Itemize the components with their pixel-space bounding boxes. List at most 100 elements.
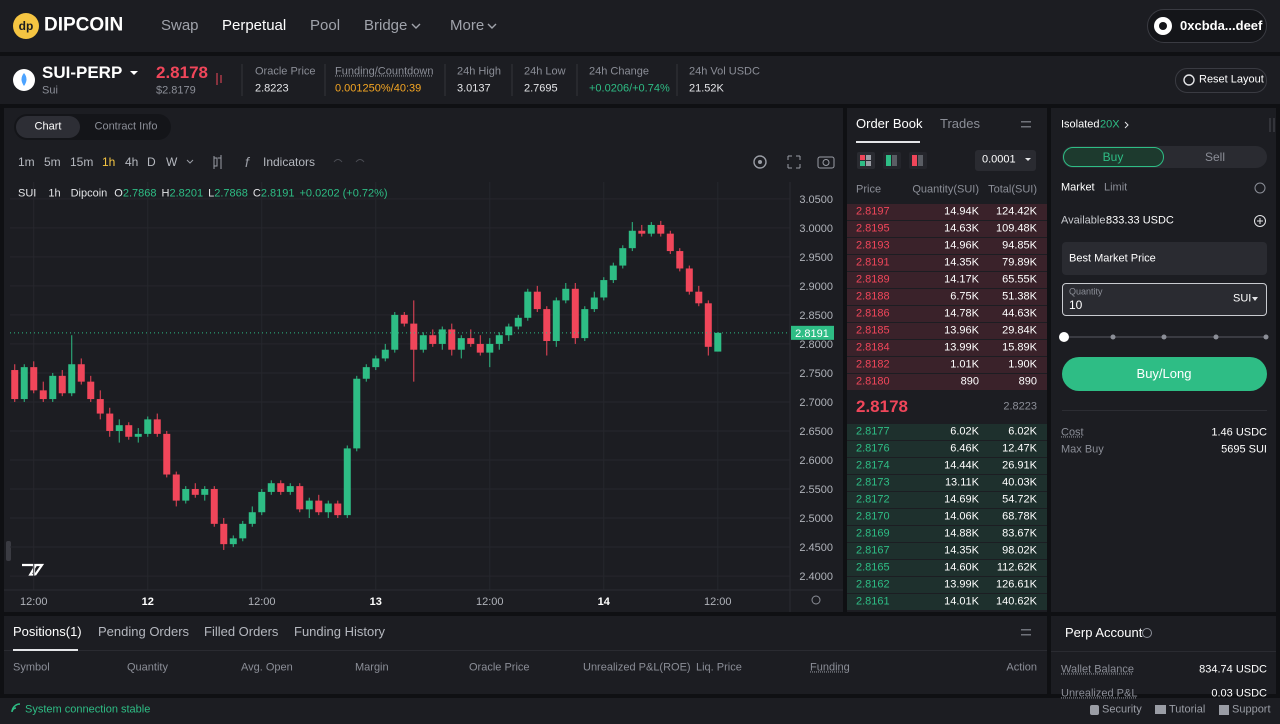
book-price[interactable]: 2.8186 bbox=[856, 307, 890, 320]
leverage[interactable]: 20X bbox=[1100, 118, 1120, 131]
book-price[interactable]: 2.8182 bbox=[856, 358, 890, 371]
tab-underline bbox=[13, 649, 78, 651]
positions-tab[interactable]: Funding History bbox=[294, 624, 386, 640]
column-header: Oracle Price bbox=[469, 661, 530, 674]
nav-link[interactable]: Bridge bbox=[364, 17, 408, 34]
nav-link[interactable]: More bbox=[450, 17, 485, 34]
candle-body bbox=[115, 425, 123, 431]
book-price[interactable]: 2.8167 bbox=[856, 544, 890, 557]
book-price[interactable]: 2.8161 bbox=[856, 595, 890, 608]
book-price[interactable]: 2.8169 bbox=[856, 527, 890, 540]
margin-mode[interactable]: Isolated bbox=[1061, 118, 1100, 131]
book-price[interactable]: 2.8195 bbox=[856, 222, 890, 235]
buy-toggle[interactable] bbox=[1063, 147, 1164, 167]
book-total: 44.63K bbox=[1002, 307, 1037, 320]
step[interactable]: 0.0001 bbox=[982, 153, 1016, 166]
footer-link[interactable]: Tutorial bbox=[1169, 703, 1206, 716]
book-price[interactable]: 2.8165 bbox=[856, 561, 890, 574]
max: 5695 SUI bbox=[1221, 443, 1267, 456]
candle-body bbox=[39, 390, 47, 400]
book-price[interactable]: 2.8197 bbox=[856, 205, 890, 218]
order-type[interactable]: Limit bbox=[1104, 181, 1128, 194]
candle-body bbox=[448, 329, 456, 350]
book-price[interactable]: 2.8184 bbox=[856, 341, 890, 354]
step-dropdown[interactable] bbox=[975, 150, 1036, 171]
positions-tab[interactable]: Filled Orders bbox=[204, 624, 279, 640]
candle-body bbox=[191, 489, 199, 495]
footer-link[interactable]: Security bbox=[1102, 703, 1142, 716]
book-price[interactable]: 2.8170 bbox=[856, 510, 890, 523]
side-buy[interactable]: Buy bbox=[1102, 149, 1124, 164]
candle-body bbox=[210, 489, 218, 524]
x-tick-label: 14 bbox=[598, 596, 611, 608]
wallet-address[interactable]: 0xcbda...deef bbox=[1180, 18, 1263, 34]
book-quantity: 14.35K bbox=[944, 256, 979, 269]
book-price[interactable]: 2.8188 bbox=[856, 290, 890, 303]
symbol[interactable]: SUI-PERP bbox=[42, 62, 123, 82]
candle-body bbox=[609, 265, 617, 281]
candle-body bbox=[144, 419, 152, 434]
book-quantity: 14.88K bbox=[944, 527, 979, 540]
interval[interactable]: W bbox=[166, 154, 178, 169]
submit-label[interactable]: Buy/Long bbox=[1136, 366, 1192, 382]
quantity-value: 10 bbox=[1069, 297, 1083, 312]
positions-tab[interactable]: Positions(1) bbox=[13, 624, 82, 640]
tab-underline bbox=[856, 141, 920, 143]
nav-link[interactable]: Pool bbox=[310, 17, 341, 34]
x-tick-label: 12:00 bbox=[20, 596, 48, 608]
price-field[interactable] bbox=[1062, 242, 1267, 275]
positions-tab[interactable]: Pending Orders bbox=[98, 624, 190, 640]
indicators[interactable]: Indicators bbox=[263, 154, 316, 169]
reset-layout[interactable]: Reset Layout bbox=[1199, 73, 1264, 86]
candle-body bbox=[201, 489, 209, 495]
quantity-unit[interactable]: SUI bbox=[1233, 292, 1252, 305]
book-price[interactable]: 2.8176 bbox=[856, 442, 890, 455]
x-tick-label: 12:00 bbox=[248, 596, 276, 608]
footer-link[interactable]: Support bbox=[1232, 703, 1271, 716]
book-price[interactable]: 2.8185 bbox=[856, 324, 890, 337]
order-type[interactable]: Market bbox=[1061, 181, 1095, 194]
book-price[interactable]: 2.8174 bbox=[856, 459, 890, 472]
account-panel bbox=[1051, 616, 1276, 694]
column-header: Symbol bbox=[13, 661, 50, 674]
book-tab[interactable]: Trades bbox=[940, 116, 980, 132]
legend-interval: 1h bbox=[48, 187, 61, 200]
book-price[interactable]: 2.8173 bbox=[856, 476, 890, 489]
chart-tab[interactable]: Contract Info bbox=[94, 120, 158, 133]
book-price[interactable]: 2.8189 bbox=[856, 273, 890, 286]
book-price[interactable]: 2.8172 bbox=[856, 493, 890, 506]
depth-bar bbox=[847, 492, 1047, 508]
interval[interactable]: 5m bbox=[44, 154, 61, 169]
view-bids[interactable] bbox=[883, 152, 901, 169]
quantity-field[interactable] bbox=[1062, 283, 1267, 316]
slider-track[interactable] bbox=[1064, 336, 1267, 338]
interval[interactable]: D bbox=[147, 154, 156, 169]
buy-long-button[interactable] bbox=[1062, 357, 1267, 391]
candle-body bbox=[305, 500, 313, 510]
book-price[interactable]: 2.8193 bbox=[856, 239, 890, 252]
book-price[interactable]: 2.8177 bbox=[856, 425, 890, 438]
active-tab[interactable] bbox=[16, 116, 80, 138]
chart-tab[interactable]: Chart bbox=[34, 120, 62, 133]
interval[interactable]: 15m bbox=[70, 154, 94, 169]
view-asks[interactable] bbox=[909, 152, 927, 169]
candle-body bbox=[20, 367, 28, 400]
reset-layout-button[interactable] bbox=[1175, 68, 1267, 93]
legend-change: +0.0202 (+0.72%) bbox=[299, 187, 388, 200]
book-price[interactable]: 2.8180 bbox=[856, 375, 890, 388]
interval[interactable]: 1m bbox=[18, 154, 35, 169]
interval[interactable]: 1h bbox=[102, 154, 116, 169]
nav-link[interactable]: Swap bbox=[161, 17, 199, 34]
depth-bar bbox=[847, 272, 1047, 288]
interval[interactable]: 4h bbox=[125, 154, 139, 169]
candle-body bbox=[429, 335, 437, 344]
view-both[interactable] bbox=[857, 152, 875, 169]
column-header: Avg. Open bbox=[241, 661, 293, 674]
book-tab[interactable]: Order Book bbox=[856, 116, 923, 132]
book-price[interactable]: 2.8191 bbox=[856, 256, 890, 269]
nav-link[interactable]: Perpetual bbox=[222, 17, 287, 34]
book-price[interactable]: 2.8162 bbox=[856, 578, 890, 591]
y-tick-label: 2.8000 bbox=[799, 339, 833, 351]
side-sell[interactable]: Sell bbox=[1204, 149, 1226, 164]
candle-body bbox=[30, 367, 38, 391]
